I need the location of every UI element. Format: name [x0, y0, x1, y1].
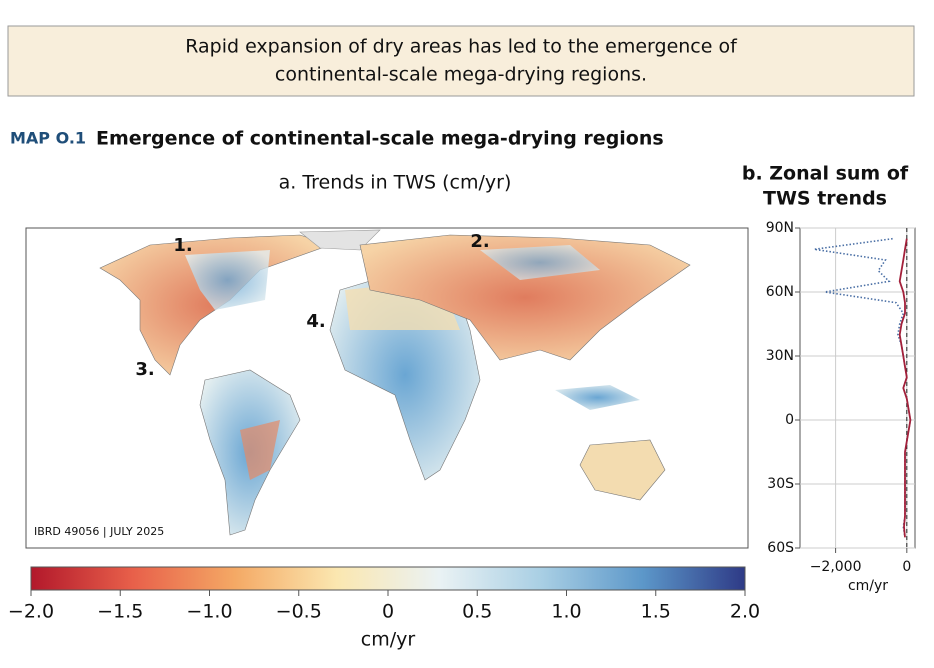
region-label: 2.: [470, 231, 489, 252]
colorbar-tick-label: 1.5: [641, 601, 671, 623]
banner-text: continental-scale mega-drying regions.: [275, 64, 647, 86]
region-label: 4.: [306, 311, 325, 332]
colorbar: [30, 566, 746, 591]
y-tick-label: 60S: [767, 540, 794, 556]
y-tick-label: 90N: [766, 220, 794, 236]
plot-frame: [799, 227, 916, 549]
panel-title: b. Zonal sum of: [742, 163, 909, 185]
map-note: IBRD 49056 | JULY 2025: [34, 525, 164, 538]
panel-title: a. Trends in TWS (cm/yr): [279, 172, 512, 194]
y-tick-label: 60N: [766, 284, 794, 300]
banner-text: Rapid expansion of dry areas has led to …: [185, 36, 738, 58]
map-title: Emergence of continental-scale mega-dryi…: [96, 128, 664, 150]
colorbar-tick-label: −2.0: [8, 601, 54, 623]
zonal-line: [814, 237, 912, 538]
colorbar-tick-label: −0.5: [276, 601, 322, 623]
y-tick-label: 30N: [766, 348, 794, 364]
banner: [7, 25, 915, 97]
colorbar-tick-label: 2.0: [730, 601, 760, 623]
x-tick-label: 0: [902, 559, 911, 575]
region-label: 3.: [135, 359, 154, 380]
y-tick-label: 0: [785, 412, 794, 428]
x-axis-label: cm/yr: [848, 578, 888, 594]
region-label: 1.: [173, 235, 192, 256]
colorbar-tick-label: 1.0: [551, 601, 581, 623]
map: [25, 227, 749, 549]
y-tick-label: 30S: [767, 476, 794, 492]
colorbar-label: cm/yr: [361, 629, 416, 651]
panel-title: TWS trends: [763, 188, 887, 210]
colorbar-tick-label: −1.0: [186, 601, 232, 623]
colorbar-tick-label: 0: [382, 601, 394, 623]
zonal-line: [898, 238, 912, 538]
map-number: MAP O.1: [10, 129, 86, 148]
colorbar-tick-label: −1.5: [97, 601, 143, 623]
colorbar-tick-label: 0.5: [462, 601, 492, 623]
x-tick-label: −2,000: [810, 559, 862, 575]
